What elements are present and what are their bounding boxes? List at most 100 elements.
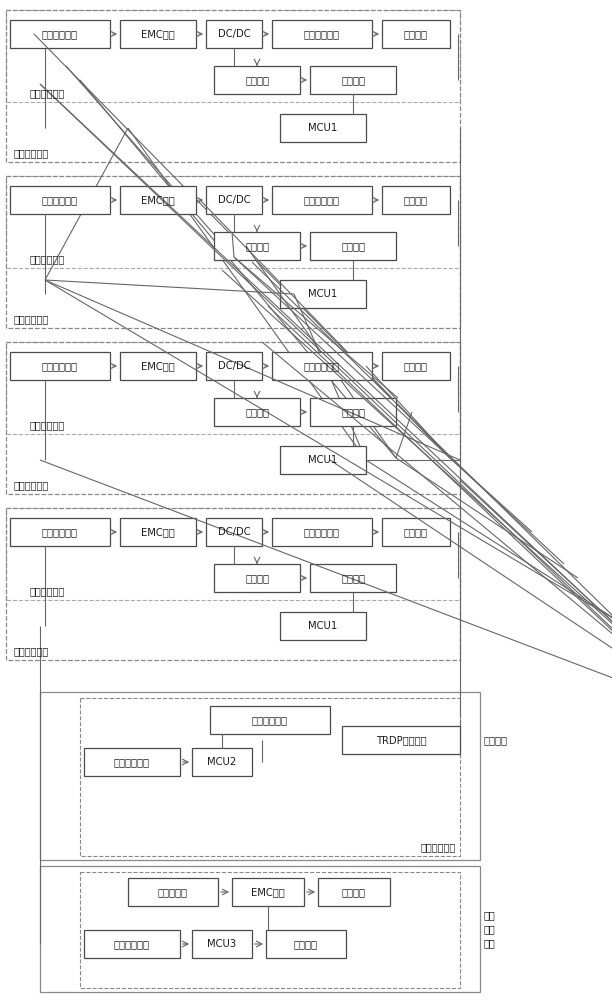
Bar <box>214 232 300 260</box>
Bar <box>6 508 460 660</box>
Bar <box>272 518 372 546</box>
Text: 反馈电路: 反馈电路 <box>341 241 365 251</box>
Bar <box>310 398 396 426</box>
Text: 反馈电路: 反馈电路 <box>341 407 365 417</box>
Bar <box>6 342 460 494</box>
Bar <box>272 186 372 214</box>
Text: 接口电路: 接口电路 <box>342 887 366 897</box>
Text: 检测诊断电路: 检测诊断电路 <box>14 646 49 656</box>
Bar <box>280 446 366 474</box>
Bar <box>80 698 460 856</box>
Bar <box>6 508 460 600</box>
Text: 整流滤波电路: 整流滤波电路 <box>304 527 340 537</box>
Bar <box>206 20 262 48</box>
Bar <box>120 186 196 214</box>
Bar <box>206 518 262 546</box>
Text: 控制电路: 控制电路 <box>245 407 269 417</box>
Text: 控制电路: 控制电路 <box>245 75 269 85</box>
Text: DC/DC: DC/DC <box>218 29 250 39</box>
Bar <box>6 176 460 268</box>
Bar <box>266 930 346 958</box>
Text: 电压检测电路: 电压检测电路 <box>42 361 78 371</box>
Text: 控制电路: 控制电路 <box>245 241 269 251</box>
Text: 电压检测电路: 电压检测电路 <box>42 29 78 39</box>
Bar <box>84 748 180 776</box>
Bar <box>206 352 262 380</box>
Text: 电子断路器: 电子断路器 <box>158 887 188 897</box>
Text: 电压检测电路: 电压检测电路 <box>42 195 78 205</box>
Bar <box>6 10 460 162</box>
Text: MCU2: MCU2 <box>207 757 237 767</box>
Bar <box>280 280 366 308</box>
Text: 控制电路: 控制电路 <box>294 939 318 949</box>
Text: EMC滤波: EMC滤波 <box>251 887 285 897</box>
Text: 控制电路: 控制电路 <box>245 573 269 583</box>
Bar <box>382 186 450 214</box>
Text: 照明调光控制: 照明调光控制 <box>252 715 288 725</box>
Text: 检测诊断电路: 检测诊断电路 <box>14 480 49 490</box>
Text: 反馈电路: 反馈电路 <box>341 75 365 85</box>
Bar <box>128 878 218 906</box>
Text: 电源转化电路: 电源转化电路 <box>30 420 65 430</box>
Text: EMC滤波: EMC滤波 <box>141 195 175 205</box>
Bar <box>120 20 196 48</box>
Text: 输出电路: 输出电路 <box>404 195 428 205</box>
Text: MCU1: MCU1 <box>308 289 338 299</box>
Text: 电源转化电路: 电源转化电路 <box>30 88 65 98</box>
Bar <box>192 748 252 776</box>
Text: 整流滤波电路: 整流滤波电路 <box>304 195 340 205</box>
Text: EMC滤波: EMC滤波 <box>141 527 175 537</box>
Text: MCU3: MCU3 <box>207 939 237 949</box>
Text: TRDP通信模块: TRDP通信模块 <box>376 735 427 745</box>
Bar <box>342 726 460 754</box>
Text: 反馈电路: 反馈电路 <box>341 573 365 583</box>
Text: 故障上报电路: 故障上报电路 <box>421 842 456 852</box>
Bar <box>214 564 300 592</box>
Bar <box>6 176 460 328</box>
Bar <box>120 518 196 546</box>
Text: 检测诊断电路: 检测诊断电路 <box>14 148 49 158</box>
Bar <box>318 878 390 906</box>
Text: MCU1: MCU1 <box>308 123 338 133</box>
Bar <box>310 232 396 260</box>
Bar <box>10 186 110 214</box>
Text: DC/DC: DC/DC <box>218 195 250 205</box>
Text: DC/DC: DC/DC <box>218 361 250 371</box>
Text: 故障上报: 故障上报 <box>484 735 508 745</box>
Bar <box>214 66 300 94</box>
Text: 电源转化电路: 电源转化电路 <box>30 586 65 596</box>
Text: DC/DC: DC/DC <box>218 527 250 537</box>
Text: 整流滤波电路: 整流滤波电路 <box>304 361 340 371</box>
Bar <box>10 518 110 546</box>
Bar <box>6 342 460 434</box>
Text: 输出电路: 输出电路 <box>404 361 428 371</box>
Bar <box>272 20 372 48</box>
Bar <box>10 20 110 48</box>
Bar <box>310 564 396 592</box>
Bar <box>272 352 372 380</box>
Text: 内部通信接口: 内部通信接口 <box>114 939 150 949</box>
Text: MCU1: MCU1 <box>308 621 338 631</box>
Bar <box>192 930 252 958</box>
Text: 内部通信接口: 内部通信接口 <box>114 757 150 767</box>
Bar <box>232 878 304 906</box>
Text: 电子
断路
电路: 电子 断路 电路 <box>484 910 496 948</box>
Text: 电压检测电路: 电压检测电路 <box>42 527 78 537</box>
Text: EMC滤波: EMC滤波 <box>141 361 175 371</box>
Text: 电源转化电路: 电源转化电路 <box>30 254 65 264</box>
Text: 输出电路: 输出电路 <box>404 29 428 39</box>
Bar <box>6 10 460 102</box>
Bar <box>280 114 366 142</box>
Bar <box>40 692 480 860</box>
Bar <box>84 930 180 958</box>
Bar <box>206 186 262 214</box>
Bar <box>80 872 460 988</box>
Text: MCU1: MCU1 <box>308 455 338 465</box>
Bar <box>210 706 330 734</box>
Text: 输出电路: 输出电路 <box>404 527 428 537</box>
Bar <box>214 398 300 426</box>
Bar <box>382 518 450 546</box>
Bar <box>310 66 396 94</box>
Text: 检测诊断电路: 检测诊断电路 <box>14 314 49 324</box>
Bar <box>382 352 450 380</box>
